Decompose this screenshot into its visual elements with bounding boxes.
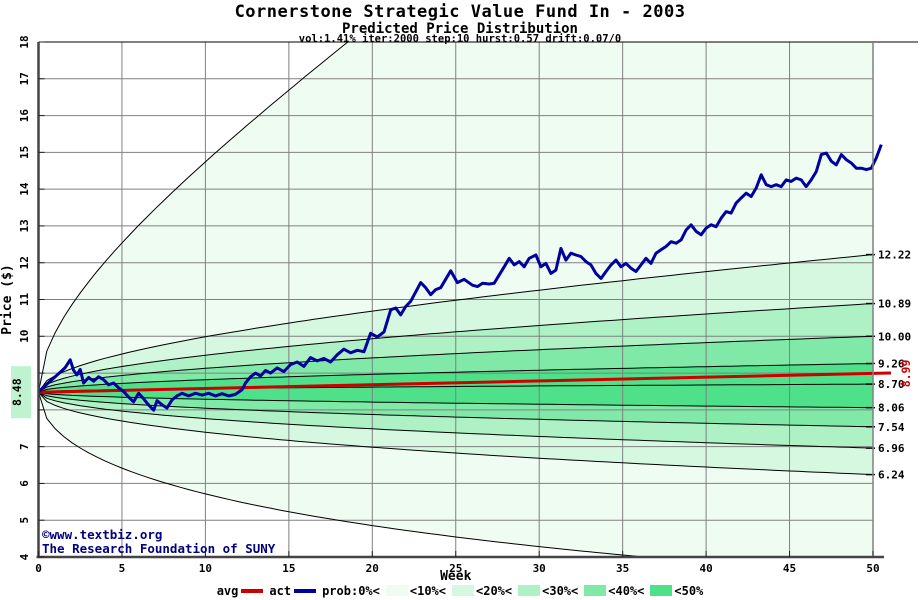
- y-tick-label: 10: [18, 330, 31, 343]
- legend-band-swatch: [518, 585, 541, 596]
- y-tick-label: 4: [18, 553, 31, 560]
- x-tick-label: 20: [366, 562, 379, 575]
- y-tick-label: 12: [18, 256, 31, 269]
- percentile-label: 12.22: [878, 249, 911, 262]
- start-price-annotation: 8.48: [10, 366, 31, 419]
- y-tick-label: 15: [18, 146, 31, 159]
- y-tick-label: 18: [18, 35, 31, 48]
- percentile-label: 9.26: [878, 358, 905, 371]
- avg-end-label: 8.99: [899, 360, 913, 388]
- y-axis-label: Price ($): [0, 264, 15, 334]
- x-tick-label: 35: [616, 562, 629, 575]
- chart-subtitle: Predicted Price Distribution: [341, 21, 578, 37]
- legend-band-label: <30%<: [542, 583, 579, 598]
- fan-boundary-lines: [38, 42, 873, 557]
- axis-ticks: 0510152025303540455045678910111213141516…: [18, 35, 880, 575]
- y-tick-label: 17: [18, 72, 31, 85]
- legend-act-swatch: [294, 588, 317, 593]
- act-line: [37, 144, 883, 412]
- percentile-label: 6.24: [878, 469, 905, 482]
- legend-band-swatch: [584, 585, 607, 596]
- percentile-label: 8.06: [878, 402, 905, 415]
- legend-avg-label: avg: [216, 583, 239, 598]
- legend: avg act prob:0%< <10%< <20%< <30%< <40%< <50%: [0, 583, 920, 598]
- right-axis-labels: 12.22 10.89 10.00 9.26 8.70 8.06 7.54 6.96 6.24: [866, 249, 911, 482]
- legend-band-swatch: [385, 585, 408, 596]
- copyright-org: The Research Foundation of SUNY: [42, 541, 276, 556]
- x-tick-label: 30: [533, 562, 546, 575]
- percentile-label: 10.00: [878, 330, 911, 343]
- y-tick-label: 5: [18, 517, 31, 524]
- x-tick-label: 45: [783, 562, 796, 575]
- legend-band-label: <10%<: [409, 583, 446, 598]
- chart-title: Cornerstone Strategic Value Fund In - 20…: [234, 2, 686, 22]
- chart-parameters: vol:1.41% iter:2000 step:10 hurst:0.57 d…: [298, 33, 622, 45]
- percentile-label: 10.89: [878, 298, 911, 311]
- legend-band-swatch: [452, 585, 474, 596]
- y-tick-label: 6: [18, 480, 31, 487]
- x-tick-label: 5: [119, 562, 126, 575]
- legend-act-label: act: [269, 583, 292, 598]
- avg-line: [38, 371, 892, 394]
- x-tick-label: 40: [699, 562, 712, 575]
- percentile-label: 8.70: [878, 378, 905, 391]
- x-axis-label: Week: [440, 569, 471, 584]
- y-tick-label: 7: [18, 443, 31, 450]
- x-tick-label: 25: [449, 562, 462, 575]
- legend-band-label: <50%: [674, 583, 704, 598]
- x-tick-label: 50: [866, 562, 879, 575]
- x-tick-label: 10: [199, 562, 212, 575]
- y-tick-label: 14: [18, 182, 31, 196]
- y-tick-label: 11: [18, 293, 31, 307]
- copyright-url: ©www.textbiz.org: [42, 527, 163, 542]
- start-price-label: 8.48: [10, 378, 24, 406]
- legend-avg-swatch: [241, 588, 264, 593]
- percentile-label: 6.96: [878, 442, 905, 455]
- legend-band-label: <40%<: [608, 583, 645, 598]
- legend-band-label: <20%<: [476, 583, 513, 598]
- y-tick-label: 13: [18, 219, 31, 232]
- percentile-label: 7.54: [878, 421, 905, 434]
- y-tick-label: 16: [18, 109, 31, 123]
- legend-prob-label: prob:0%<: [322, 583, 380, 598]
- x-tick-label: 15: [282, 562, 295, 575]
- x-tick-label: 0: [35, 562, 42, 575]
- legend-band-swatch: [650, 585, 673, 596]
